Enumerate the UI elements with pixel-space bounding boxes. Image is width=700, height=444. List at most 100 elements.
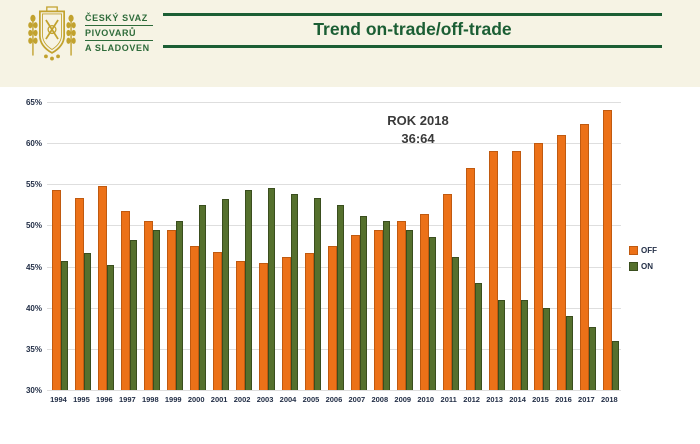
bar-group-2001 [208,102,231,390]
bar-on-1998 [153,230,161,390]
x-tick-label: 2017 [578,395,595,404]
bar-group-1998 [139,102,162,390]
legend: OFF ON [629,246,657,278]
bar-group-2009 [391,102,414,390]
bar-group-2013 [483,102,506,390]
bar-on-2005 [313,198,321,390]
bar-group-2018 [598,102,621,390]
bar-group-2015 [529,102,552,390]
bar-off-1997 [121,210,131,390]
bar-on-2009 [405,229,413,390]
bar-on-2007 [359,215,367,390]
annotation-line-1: ROK 2018 [387,113,449,128]
bar-on-2010 [428,236,436,390]
annotation-rok-2018: ROK 2018 36:64 [343,112,493,148]
bar-on-1996 [107,264,115,390]
x-tick-label: 1998 [141,395,159,404]
x-tick-label: 2007 [348,395,366,404]
bar-group-2010 [414,102,437,390]
y-tick-label: 55% [25,180,42,190]
gridline [47,390,621,391]
bar-on-2003 [268,187,276,390]
y-tick-label: 45% [25,262,42,272]
title-rule-bottom [163,45,662,48]
bar-group-2005 [299,102,322,390]
bar-on-2001 [222,199,230,390]
x-tick-label: 2008 [371,395,389,404]
bar-off-1999 [167,230,177,390]
logo-text: ČESKÝ SVAZ PIVOVARŮ A SLADOVEN [85,13,155,54]
bar-on-1997 [130,240,138,390]
gridline [47,225,621,227]
logo-line-3: A SLADOVEN [85,43,150,53]
plot-area [47,102,621,391]
logo-separator [85,25,153,26]
x-tick-label: 2000 [187,395,205,404]
bar-off-2018 [603,110,613,390]
x-tick-label: 2009 [394,395,412,404]
x-tick-label: 2012 [463,395,480,404]
logo-line-2: PIVOVARŮ [85,28,137,38]
bar-off-2007 [350,235,360,390]
bar-off-1995 [75,198,85,390]
gridline [47,184,621,186]
x-tick-label: 2006 [325,395,343,404]
x-tick-label: 2004 [279,395,297,404]
y-tick-label: 50% [25,221,42,231]
bar-group-2006 [322,102,345,390]
bar-off-2017 [580,124,590,390]
x-tick-label: 2003 [256,395,274,404]
bar-on-1995 [84,252,92,390]
bar-off-2004 [281,256,291,390]
bar-group-1997 [116,102,139,390]
legend-swatch-on [629,262,638,271]
bar-off-2011 [442,194,452,390]
x-tick-label: 2010 [417,395,435,404]
gridline [47,102,621,103]
x-tick-label: 2015 [532,395,549,404]
bar-group-2008 [368,102,391,390]
bar-on-2006 [336,204,344,390]
bar-off-1994 [52,190,62,390]
bar-off-2015 [534,143,544,390]
bar-groups [47,102,621,390]
bar-off-2010 [419,213,429,390]
x-tick-label: 2005 [302,395,320,404]
bar-on-2017 [589,326,597,390]
bar-on-2002 [245,190,253,390]
x-tick-label: 1995 [73,395,90,404]
bar-on-2013 [497,299,505,390]
x-tick-label: 2014 [509,395,526,404]
bar-off-1996 [98,185,108,390]
logo-line-1: ČESKÝ SVAZ [85,13,148,23]
x-tick-label: 1999 [164,395,182,404]
x-tick-label: 1994 [50,395,67,404]
x-tick-label: 2001 [210,395,228,404]
bar-on-2011 [451,256,459,390]
y-tick-label: 60% [25,139,42,149]
bar-group-2014 [506,102,529,390]
bar-off-2000 [190,246,200,390]
bar-group-2003 [254,102,277,390]
bar-on-2015 [543,307,551,390]
page-title: Trend on-trade/off-trade [313,19,512,39]
bar-group-2007 [345,102,368,390]
bar-group-2002 [231,102,254,390]
bar-group-2012 [460,102,483,390]
legend-label-off: OFF [641,245,657,255]
legend-item-on: ON [629,262,657,271]
bar-on-2016 [566,315,574,390]
title-rule-top [163,13,662,16]
bar-on-1994 [61,260,69,390]
bar-off-2008 [373,230,383,390]
annotation-line-2: 36:64 [401,131,435,146]
bar-off-2003 [259,263,269,390]
title-block: Trend on-trade/off-trade [163,0,662,60]
bar-off-2009 [396,221,406,390]
y-tick-label: 30% [25,386,42,395]
y-axis: 65% 60% 55% 50% 45% 40% 35% 30% [0,98,42,395]
legend-swatch-off [629,246,638,255]
bar-off-2012 [465,167,475,390]
x-tick-label: 2016 [555,395,572,404]
bar-off-2014 [511,151,521,390]
